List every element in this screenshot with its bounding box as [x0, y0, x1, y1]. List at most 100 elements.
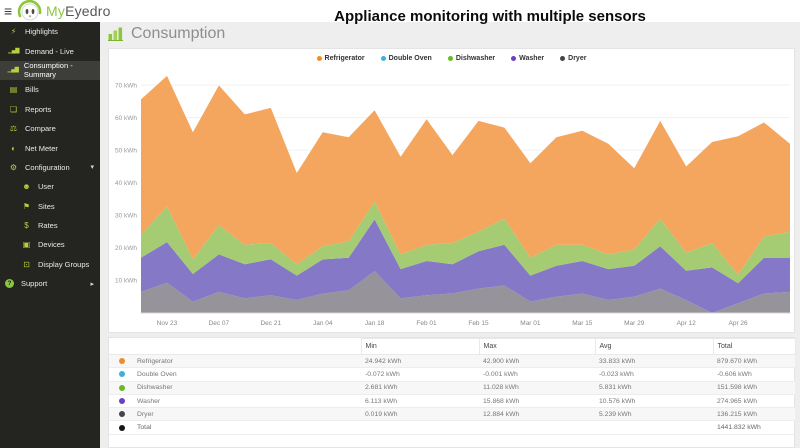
legend-marker	[560, 56, 566, 61]
hamburger-menu-icon[interactable]: ≡	[4, 3, 13, 19]
chevron-down-icon: ▾	[90, 164, 94, 172]
column-header-blank	[133, 338, 361, 355]
legend-marker	[447, 56, 453, 61]
max-value: 11.028 kWh	[479, 381, 595, 395]
sidebar-item-display-groups[interactable]: ⊡ Display Groups	[0, 255, 100, 274]
sidebar-item-configuration[interactable]: ⚙ Configuration ▾	[0, 158, 100, 177]
legend-item-dryer[interactable]: Dryer	[560, 55, 586, 62]
meter-icon: ◐	[11, 143, 16, 153]
bar-chart-icon	[108, 27, 123, 41]
y-tick-label: 50 kWh	[115, 147, 137, 154]
min-value: 0.019 kWh	[361, 407, 479, 422]
area-chart-icon: ▁▄▇	[8, 47, 19, 54]
max-value: 42.900 kWh	[479, 354, 595, 369]
max-value	[479, 420, 595, 435]
avg-value: 5.831 kWh	[595, 381, 713, 395]
consumption-stacked-area-chart: 10 kWh 20 kWh 30 kWh 40 kWh 50 kWh 60 kWh 70 k…	[115, 75, 790, 327]
total-value: 274.965 kWh	[713, 394, 795, 409]
document-icon: ❏	[9, 104, 18, 114]
max-value: -0.001 kWh	[479, 367, 595, 382]
sidebar-item-label: Sites	[38, 201, 55, 211]
min-value: 24.942 kWh	[361, 354, 479, 369]
sidebar-item-sites[interactable]: ⚑ Sites	[0, 197, 100, 216]
column-header-avg: Avg	[594, 338, 714, 355]
bar-chart-icon: ▁▄▇	[7, 66, 19, 73]
sidebar-item-rates[interactable]: $ Rates	[0, 216, 100, 235]
legend-item-washer[interactable]: Washer	[511, 55, 544, 62]
max-value: 15.868 kWh	[479, 394, 595, 409]
column-header-max: Max	[478, 338, 596, 355]
myeyedro-logo[interactable]: MyEyedro	[16, 0, 111, 22]
x-tick-label: Jan 18	[365, 320, 385, 327]
table-row-dryer: Dryer 0.019 kWh 12.884 kWh 5.239 kWh 136.215…	[109, 407, 795, 422]
chart-legend: Refrigerator Double Oven Dishwasher Washer D…	[109, 55, 794, 62]
location-pin-icon: ⚑	[22, 201, 31, 211]
sidebar-item-label: Demand - Live	[25, 46, 74, 56]
sidebar-item-demand-live[interactable]: ▁▄▇ Demand - Live	[0, 41, 100, 60]
y-tick-label: 60 kWh	[115, 115, 137, 122]
sidebar-item-net-meter[interactable]: ◐ Net Meter	[0, 138, 100, 157]
sidebar-item-user[interactable]: ☻ User	[0, 177, 100, 196]
x-tick-label: Nov 23	[157, 320, 178, 327]
heading-label: Consumption	[131, 25, 226, 42]
table-row-double-oven: Double Oven -0.072 kWh -0.001 kWh -0.023 kW…	[109, 367, 795, 382]
legend-marker	[316, 56, 322, 61]
legend-item-dishwasher[interactable]: Dishwasher	[447, 55, 495, 62]
series-marker	[119, 384, 125, 391]
x-tick-label: Mar 29	[624, 320, 645, 327]
series-name: Total	[133, 420, 361, 435]
sidebar-item-label: Reports	[25, 104, 52, 114]
min-value: 2.681 kWh	[361, 381, 479, 395]
gears-icon: ⚙	[9, 162, 18, 172]
series-marker	[119, 371, 125, 378]
avg-value: -0.023 kWh	[595, 367, 713, 382]
avg-value: 10.576 kWh	[595, 394, 713, 409]
dishwasher-area-series	[141, 201, 790, 284]
y-tick-label: 30 kWh	[115, 213, 137, 220]
series-marker	[119, 398, 125, 405]
y-tick-label: 40 kWh	[115, 180, 137, 187]
washer-area-series	[141, 219, 790, 313]
sidebar-item-bills[interactable]: ▤ Bills	[0, 80, 100, 99]
x-tick-label: Mar 15	[572, 320, 593, 327]
refrigerator-area-series	[141, 75, 790, 275]
page-title: Appliance monitoring with multiple senso…	[334, 8, 646, 25]
banknote-icon: ▤	[9, 85, 18, 95]
monitor-icon: ⊡	[23, 259, 30, 269]
series-marker	[119, 358, 125, 365]
legend-label: Dryer	[568, 55, 587, 62]
sidebar-item-label: Display Groups	[38, 259, 90, 269]
consumption-heading: Consumption	[108, 25, 225, 43]
x-tick-label: Feb 01	[416, 320, 437, 327]
x-tick-label: Apr 26	[729, 320, 749, 327]
sidebar-item-compare[interactable]: ⚖ Compare	[0, 119, 100, 138]
scales-icon: ⚖	[9, 124, 18, 134]
min-value	[361, 420, 479, 435]
sidebar-item-consumption-summary[interactable]: ▁▄▇ Consumption - Summary	[0, 60, 100, 81]
series-name: Refrigerator	[133, 354, 361, 369]
summary-table-card: Min Max Avg Total Refrigerator 24.942 kWh 42.…	[108, 337, 796, 448]
sidebar-item-label: Bills	[25, 85, 39, 95]
sidebar-item-highlights[interactable]: ⚡ Highlights	[0, 22, 100, 41]
sidebar-item-support[interactable]: ? Support ▸	[0, 274, 100, 293]
total-value: 151.598 kWh	[713, 381, 795, 395]
sidebar-item-devices[interactable]: ▣ Devices	[0, 235, 100, 254]
legend-marker	[380, 56, 386, 61]
total-value: 879.670 kWh	[713, 354, 795, 369]
summary-table-header: Min Max Avg Total	[109, 338, 796, 355]
sidebar-item-label: Configuration	[25, 162, 70, 172]
legend-item-double-oven[interactable]: Double Oven	[380, 55, 432, 62]
sidebar-item-reports[interactable]: ❏ Reports	[0, 100, 100, 119]
sidebar-item-label: Net Meter	[25, 143, 58, 153]
legend-item-refrigerator[interactable]: Refrigerator	[316, 55, 365, 62]
lightbulb-icon: ⚡	[10, 27, 17, 37]
topbar: ≡ MyEyedro	[0, 0, 800, 22]
column-header-total: Total	[712, 338, 796, 355]
sidebar-item-label: Consumption - Summary	[23, 61, 73, 80]
y-tick-label: 20 kWh	[115, 245, 137, 252]
legend-label: Refrigerator	[324, 55, 365, 62]
avg-value: 33.833 kWh	[595, 354, 713, 369]
min-value: -0.072 kWh	[361, 367, 479, 382]
legend-label: Double Oven	[388, 55, 432, 62]
